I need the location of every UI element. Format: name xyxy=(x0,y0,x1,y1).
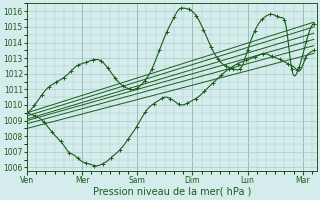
X-axis label: Pression niveau de la mer( hPa ): Pression niveau de la mer( hPa ) xyxy=(92,187,251,197)
